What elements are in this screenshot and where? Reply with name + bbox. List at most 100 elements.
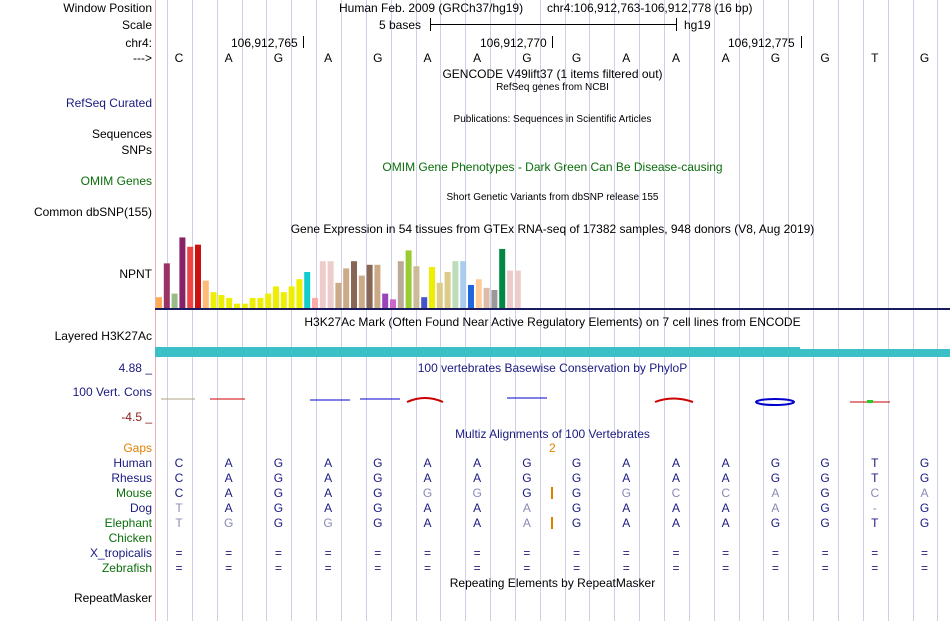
species-label[interactable]: Mouse [115,486,152,500]
gtex-tissue-bar[interactable] [304,272,311,308]
aligned-base: A [473,471,482,485]
aligned-base: G [621,486,631,500]
gtex-tissue-bar[interactable] [241,303,248,308]
gtex-tissue-bar[interactable] [226,297,233,308]
gtex-tissue-bar[interactable] [156,297,162,308]
coord-tick-label: 106,912,770 [480,36,547,50]
gtex-tissue-bar[interactable] [499,248,506,308]
chrom-label[interactable]: chr4: [125,36,152,50]
gtex-tissue-bar[interactable] [187,246,194,308]
aligned-base: = [622,546,630,560]
repeatmasker-track-label[interactable]: RepeatMasker [73,591,152,605]
gtex-tissue-bar[interactable] [335,282,342,308]
gtex-tissue-bar[interactable] [491,290,498,308]
gtex-tissue-bar[interactable] [382,293,389,308]
gtex-tissue-bar[interactable] [210,292,217,308]
gtex-tissue-bar[interactable] [507,270,513,308]
window-position-label[interactable]: Window Position [63,1,152,15]
gtex-tissue-bar[interactable] [390,299,396,308]
gtex-tissue-bar[interactable] [429,266,435,308]
gtex-tissue-bar[interactable] [514,270,521,308]
aligned-base: = [622,561,630,575]
gencode-track-title[interactable]: GENCODE V49lift37 (1 items filtered out) [442,67,663,81]
insertion-marker[interactable] [551,487,553,499]
gtex-tissue-bar[interactable] [483,287,490,308]
insertion-marker[interactable] [551,517,553,529]
gtex-tissue-bar[interactable] [171,293,178,308]
gtex-tissue-bar[interactable] [249,297,256,308]
aligned-base: C [671,486,681,500]
aligned-base: = [523,546,531,560]
gtex-tissue-bar[interactable] [288,286,295,308]
h3k27ac-track-label[interactable]: Layered H3K27Ac [54,329,152,343]
aligned-base: A [324,471,333,485]
aligned-base: G [373,516,383,530]
gtex-tissue-bar[interactable] [195,244,201,308]
aligned-base: G [472,486,482,500]
gtex-tissue-bar[interactable] [475,279,482,308]
gtex-tissue-bar[interactable] [202,280,209,308]
species-label[interactable]: Human [113,456,152,470]
aligned-base: G [273,516,284,530]
gtex-bar-chart[interactable] [155,236,950,312]
reference-base: G [770,51,781,65]
aligned-base: A [324,486,333,500]
gtex-tissue-bar[interactable] [327,261,334,308]
gtex-tissue-bar[interactable] [460,261,467,308]
refseq-track-label[interactable]: RefSeq Curated [65,96,152,110]
gtex-tissue-bar[interactable] [468,284,474,308]
gtex-tissue-bar[interactable] [273,286,279,308]
coord-tick-label: 106,912,765 [231,36,298,50]
gtex-tissue-bar[interactable] [444,272,451,308]
gtex-tissue-bar[interactable] [319,261,326,308]
gtex-tissue-bar[interactable] [405,250,412,308]
aligned-base: A [721,501,730,515]
species-label[interactable]: Dog [129,501,152,515]
gtex-tissue-bar[interactable] [218,295,225,308]
aligned-base: A [522,501,531,515]
species-label[interactable]: X_tropicalis [89,546,152,560]
aligned-base: A [224,456,233,470]
gtex-tissue-bar[interactable] [397,261,404,308]
gtex-tissue-bar[interactable] [351,261,357,308]
gtex-tissue-bar[interactable] [265,293,272,308]
aligned-base: T [871,471,879,485]
gtex-tissue-bar[interactable] [257,297,264,308]
gaps-label[interactable]: Gaps [123,441,152,455]
gtex-tissue-bar[interactable] [312,297,318,308]
gtex-tissue-bar[interactable] [358,275,365,308]
species-label[interactable]: Zebrafish [101,561,152,575]
snps-track-label[interactable]: SNPs [121,143,152,157]
species-label[interactable]: Elephant [104,516,152,530]
scale-bar [430,24,676,25]
reference-base: A [622,51,631,65]
gtex-tissue-bar[interactable] [234,303,240,308]
gtex-tissue-bar[interactable] [179,237,186,308]
aligned-base: = [722,561,730,575]
gtex-tissue-bar[interactable] [452,261,459,308]
sequences-track-label[interactable]: Sequences [91,127,152,141]
gtex-tissue-bar[interactable] [366,264,373,308]
dbsnp-track-label[interactable]: Common dbSNP(155) [33,205,152,219]
aligned-base: G [273,486,284,500]
gtex-tissue-bar[interactable] [296,279,303,308]
grid-line [813,0,815,621]
phylop-track-label[interactable]: 100 Vert. Cons [72,385,152,399]
aligned-base: = [523,561,531,575]
gtex-tissue-bar[interactable] [163,263,170,308]
gtex-tissue-bar[interactable] [421,297,428,308]
scale-label[interactable]: Scale [121,18,152,32]
aligned-base: G [373,456,383,470]
species-label[interactable]: Rhesus [111,471,152,485]
aligned-base: = [473,561,481,575]
species-label[interactable]: Chicken [108,531,152,545]
gtex-tissue-bar[interactable] [413,266,420,308]
grid-line [415,0,417,621]
gtex-tissue-bar[interactable] [343,268,350,308]
omim-track-label[interactable]: OMIM Genes [80,174,152,188]
aligned-base: = [771,546,779,560]
gtex-gene-label[interactable]: NPNT [119,267,152,281]
gtex-tissue-bar[interactable] [436,282,443,308]
gtex-tissue-bar[interactable] [374,264,381,308]
gtex-tissue-bar[interactable] [280,292,287,308]
